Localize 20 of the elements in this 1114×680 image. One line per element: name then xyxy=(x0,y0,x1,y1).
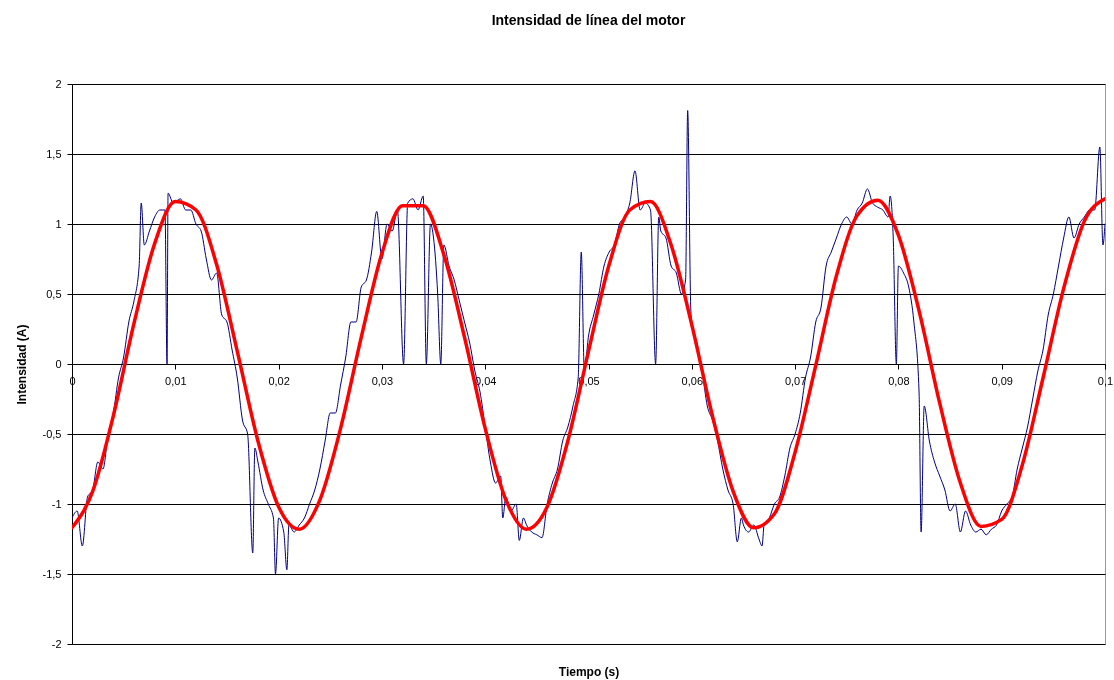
y-axis-title: Intensidad (A) xyxy=(14,324,29,405)
y-tick-label: 1 xyxy=(55,217,62,230)
x-tick-label: 0,01 xyxy=(165,374,187,387)
x-tick-label: 0,06 xyxy=(681,374,704,387)
x-tick-label: 0,03 xyxy=(371,374,394,387)
y-tick-label: -2 xyxy=(51,637,62,650)
chart-title: Intensidad de línea del motor xyxy=(491,12,686,28)
x-tick-label: 0,09 xyxy=(991,374,1013,387)
y-tick-label: 2 xyxy=(55,77,62,90)
x-tick-label: 0,08 xyxy=(888,374,910,387)
x-tick-label: 0,02 xyxy=(268,374,290,387)
x-axis-title: Tiempo (s) xyxy=(558,664,620,679)
y-tick-label: -1,5 xyxy=(42,567,62,580)
y-tick-label: 0 xyxy=(55,357,62,370)
x-tick-label: 0,07 xyxy=(784,374,807,387)
y-tick-label: 0,5 xyxy=(46,287,62,300)
y-tick-label: -1 xyxy=(51,497,62,510)
x-tick-label: 0,1 xyxy=(1097,374,1114,387)
y-tick-label: -0,5 xyxy=(42,427,62,440)
y-tick-label: 1,5 xyxy=(46,147,62,160)
